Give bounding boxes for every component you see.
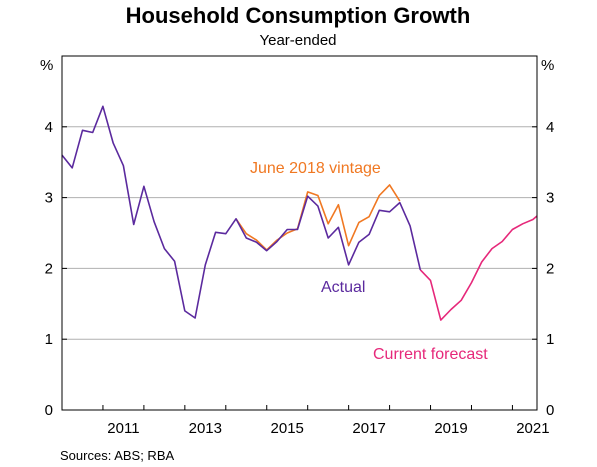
x-tick-label: 2011 (107, 420, 139, 437)
label-actual: Actual (321, 279, 365, 296)
series-line-current-forecast (419, 215, 538, 321)
y-tick-label-left: 1 (45, 331, 53, 348)
y-unit-left: % (40, 57, 53, 74)
y-tick-label-left: 2 (45, 260, 53, 277)
y-tick-label-right: 0 (546, 402, 554, 419)
y-tick-label-right: 2 (546, 260, 554, 277)
plot-frame (61, 55, 538, 411)
y-tick-label-right: 4 (546, 119, 554, 136)
y-tick-labels: 0 0 1 1 2 2 3 3 4 4 (45, 119, 555, 419)
y-tick-label-left: 3 (45, 190, 53, 207)
x-tick-label: 2015 (271, 420, 304, 437)
x-tick-label: 2019 (434, 420, 467, 437)
y-tick-label-left: 4 (45, 119, 53, 136)
x-tick-label: 2021 (516, 420, 549, 437)
label-current-forecast: Current forecast (373, 346, 488, 363)
y-unit-right: % (541, 57, 554, 74)
y-tick-label-right: 3 (546, 190, 554, 207)
series-line-actual (61, 105, 422, 319)
series-lines (61, 105, 538, 321)
chart-subtitle: Year-ended (259, 32, 336, 49)
x-tick-labels: 2011 2013 2015 2017 2019 2021 (61, 405, 550, 437)
chart-title: Household Consumption Growth (126, 3, 471, 28)
source-note: Sources: ABS; RBA (60, 448, 174, 463)
series-line-june-2018-vintage (235, 184, 401, 251)
y-tick-label-left: 0 (45, 402, 53, 419)
label-june-2018-vintage: June 2018 vintage (250, 160, 381, 177)
y-tick-label-right: 1 (546, 331, 554, 348)
x-tick-label: 2013 (189, 420, 222, 437)
grid (62, 126, 537, 340)
x-tick-label: 2017 (352, 420, 385, 437)
